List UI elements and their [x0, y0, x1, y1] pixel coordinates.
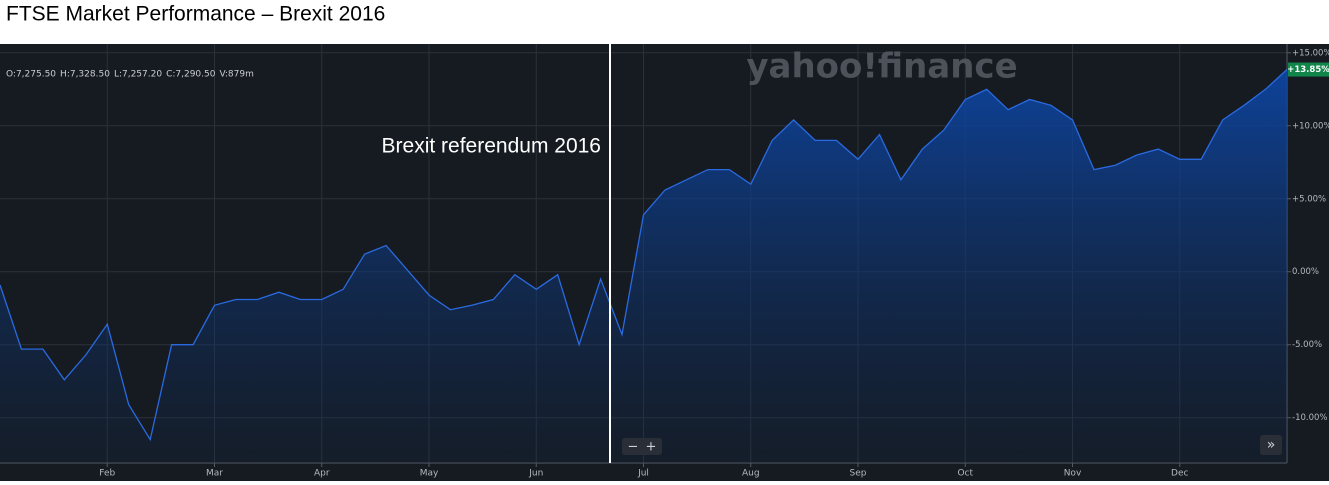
- value-label: +13.85%: [1287, 65, 1329, 75]
- x-tick-label: Dec: [1171, 469, 1188, 479]
- line: [0, 69, 1288, 442]
- ohlc-value: H:7,328.50: [60, 70, 110, 80]
- y-tick-label: 0.00%: [1292, 267, 1319, 277]
- zoom-out[interactable]: −: [628, 440, 639, 455]
- ohlc-value: C:7,290.50: [166, 70, 216, 80]
- x-tick-label: Oct: [957, 469, 973, 479]
- y-tick-label: +5.00%: [1292, 194, 1326, 204]
- zoom-controls: [622, 438, 662, 455]
- scroll-button-bg: [1260, 435, 1282, 455]
- x-tick-label: Feb: [99, 469, 115, 479]
- ohlc-value: L:7,257.20: [114, 70, 162, 80]
- y-tick-label: +15.00%: [1292, 48, 1329, 58]
- y-tick-label: -10.00%: [1292, 413, 1327, 423]
- scroll-right[interactable]: »: [1267, 437, 1276, 453]
- x-tick-label: Jun: [528, 469, 543, 479]
- x-tick-label: Aug: [742, 469, 760, 479]
- x-tick-label: Mar: [206, 469, 223, 479]
- ohlc-value: O:7,275.50: [6, 70, 56, 80]
- x-tick-label: Sep: [850, 469, 867, 479]
- watermark: yahoo!finance: [746, 47, 1017, 87]
- y-tick-label: -5.00%: [1292, 340, 1322, 350]
- annotation: Brexit referendum 2016: [382, 135, 601, 158]
- x-tick-label: May: [420, 469, 439, 479]
- x-tick-label: Apr: [314, 469, 330, 479]
- y-tick-label: +10.00%: [1292, 121, 1329, 131]
- x-tick-label: Nov: [1064, 469, 1082, 479]
- x-tick-label: Jul: [637, 469, 649, 479]
- last-value-badge: [1288, 62, 1329, 77]
- zoom-in[interactable]: +: [646, 440, 657, 455]
- area: [0, 69, 1287, 463]
- ohlc-value: V:879m: [219, 70, 253, 80]
- page-title: FTSE Market Performance – Brexit 2016: [6, 3, 385, 26]
